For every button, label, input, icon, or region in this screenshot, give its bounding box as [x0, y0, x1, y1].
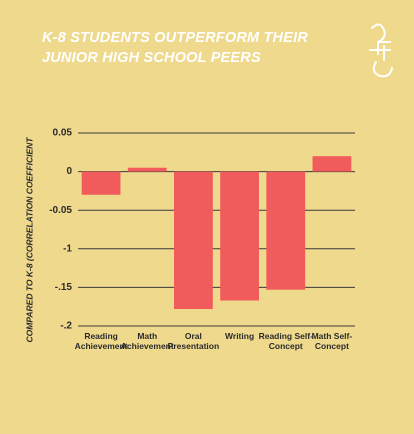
- bar: [81, 171, 121, 195]
- x-tick-label: Math Self-Concept: [311, 331, 353, 351]
- chart-title: K-8 STUDENTS OUTPERFORM THEIR JUNIOR HIG…: [42, 30, 308, 66]
- y-tick-label: -.15: [55, 282, 73, 293]
- y-tick-label: 0: [66, 166, 72, 177]
- y-tick-label: -.2: [60, 321, 72, 332]
- y-tick-label: -1: [63, 243, 72, 254]
- bar: [266, 171, 306, 290]
- x-tick-label: Oral Presentation: [167, 331, 220, 351]
- bar: [127, 167, 167, 172]
- x-tick-label: Writing: [225, 331, 255, 341]
- x-tick-label: Math Achievement: [120, 331, 174, 351]
- bar: [312, 156, 352, 172]
- y-tick-label: 0.05: [53, 128, 73, 139]
- y-tick-label: -0.05: [49, 205, 72, 216]
- bar: [174, 171, 213, 310]
- logo: [369, 23, 393, 78]
- bar: [220, 171, 259, 301]
- y-axis-label: COMPARED TO K-8 (CORRELATION COEFFICIENT: [24, 137, 34, 343]
- x-tick-label: Reading Achievement: [74, 331, 128, 351]
- x-tick-label: Reading Self-Concept: [258, 331, 313, 351]
